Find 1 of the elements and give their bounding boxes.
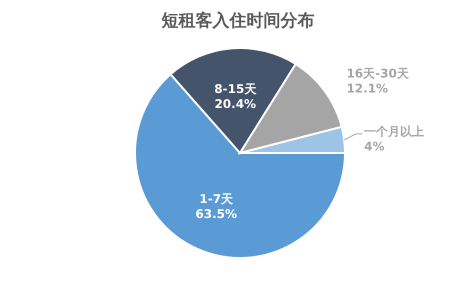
title: 短租客入住时间分布: [162, 11, 314, 31]
